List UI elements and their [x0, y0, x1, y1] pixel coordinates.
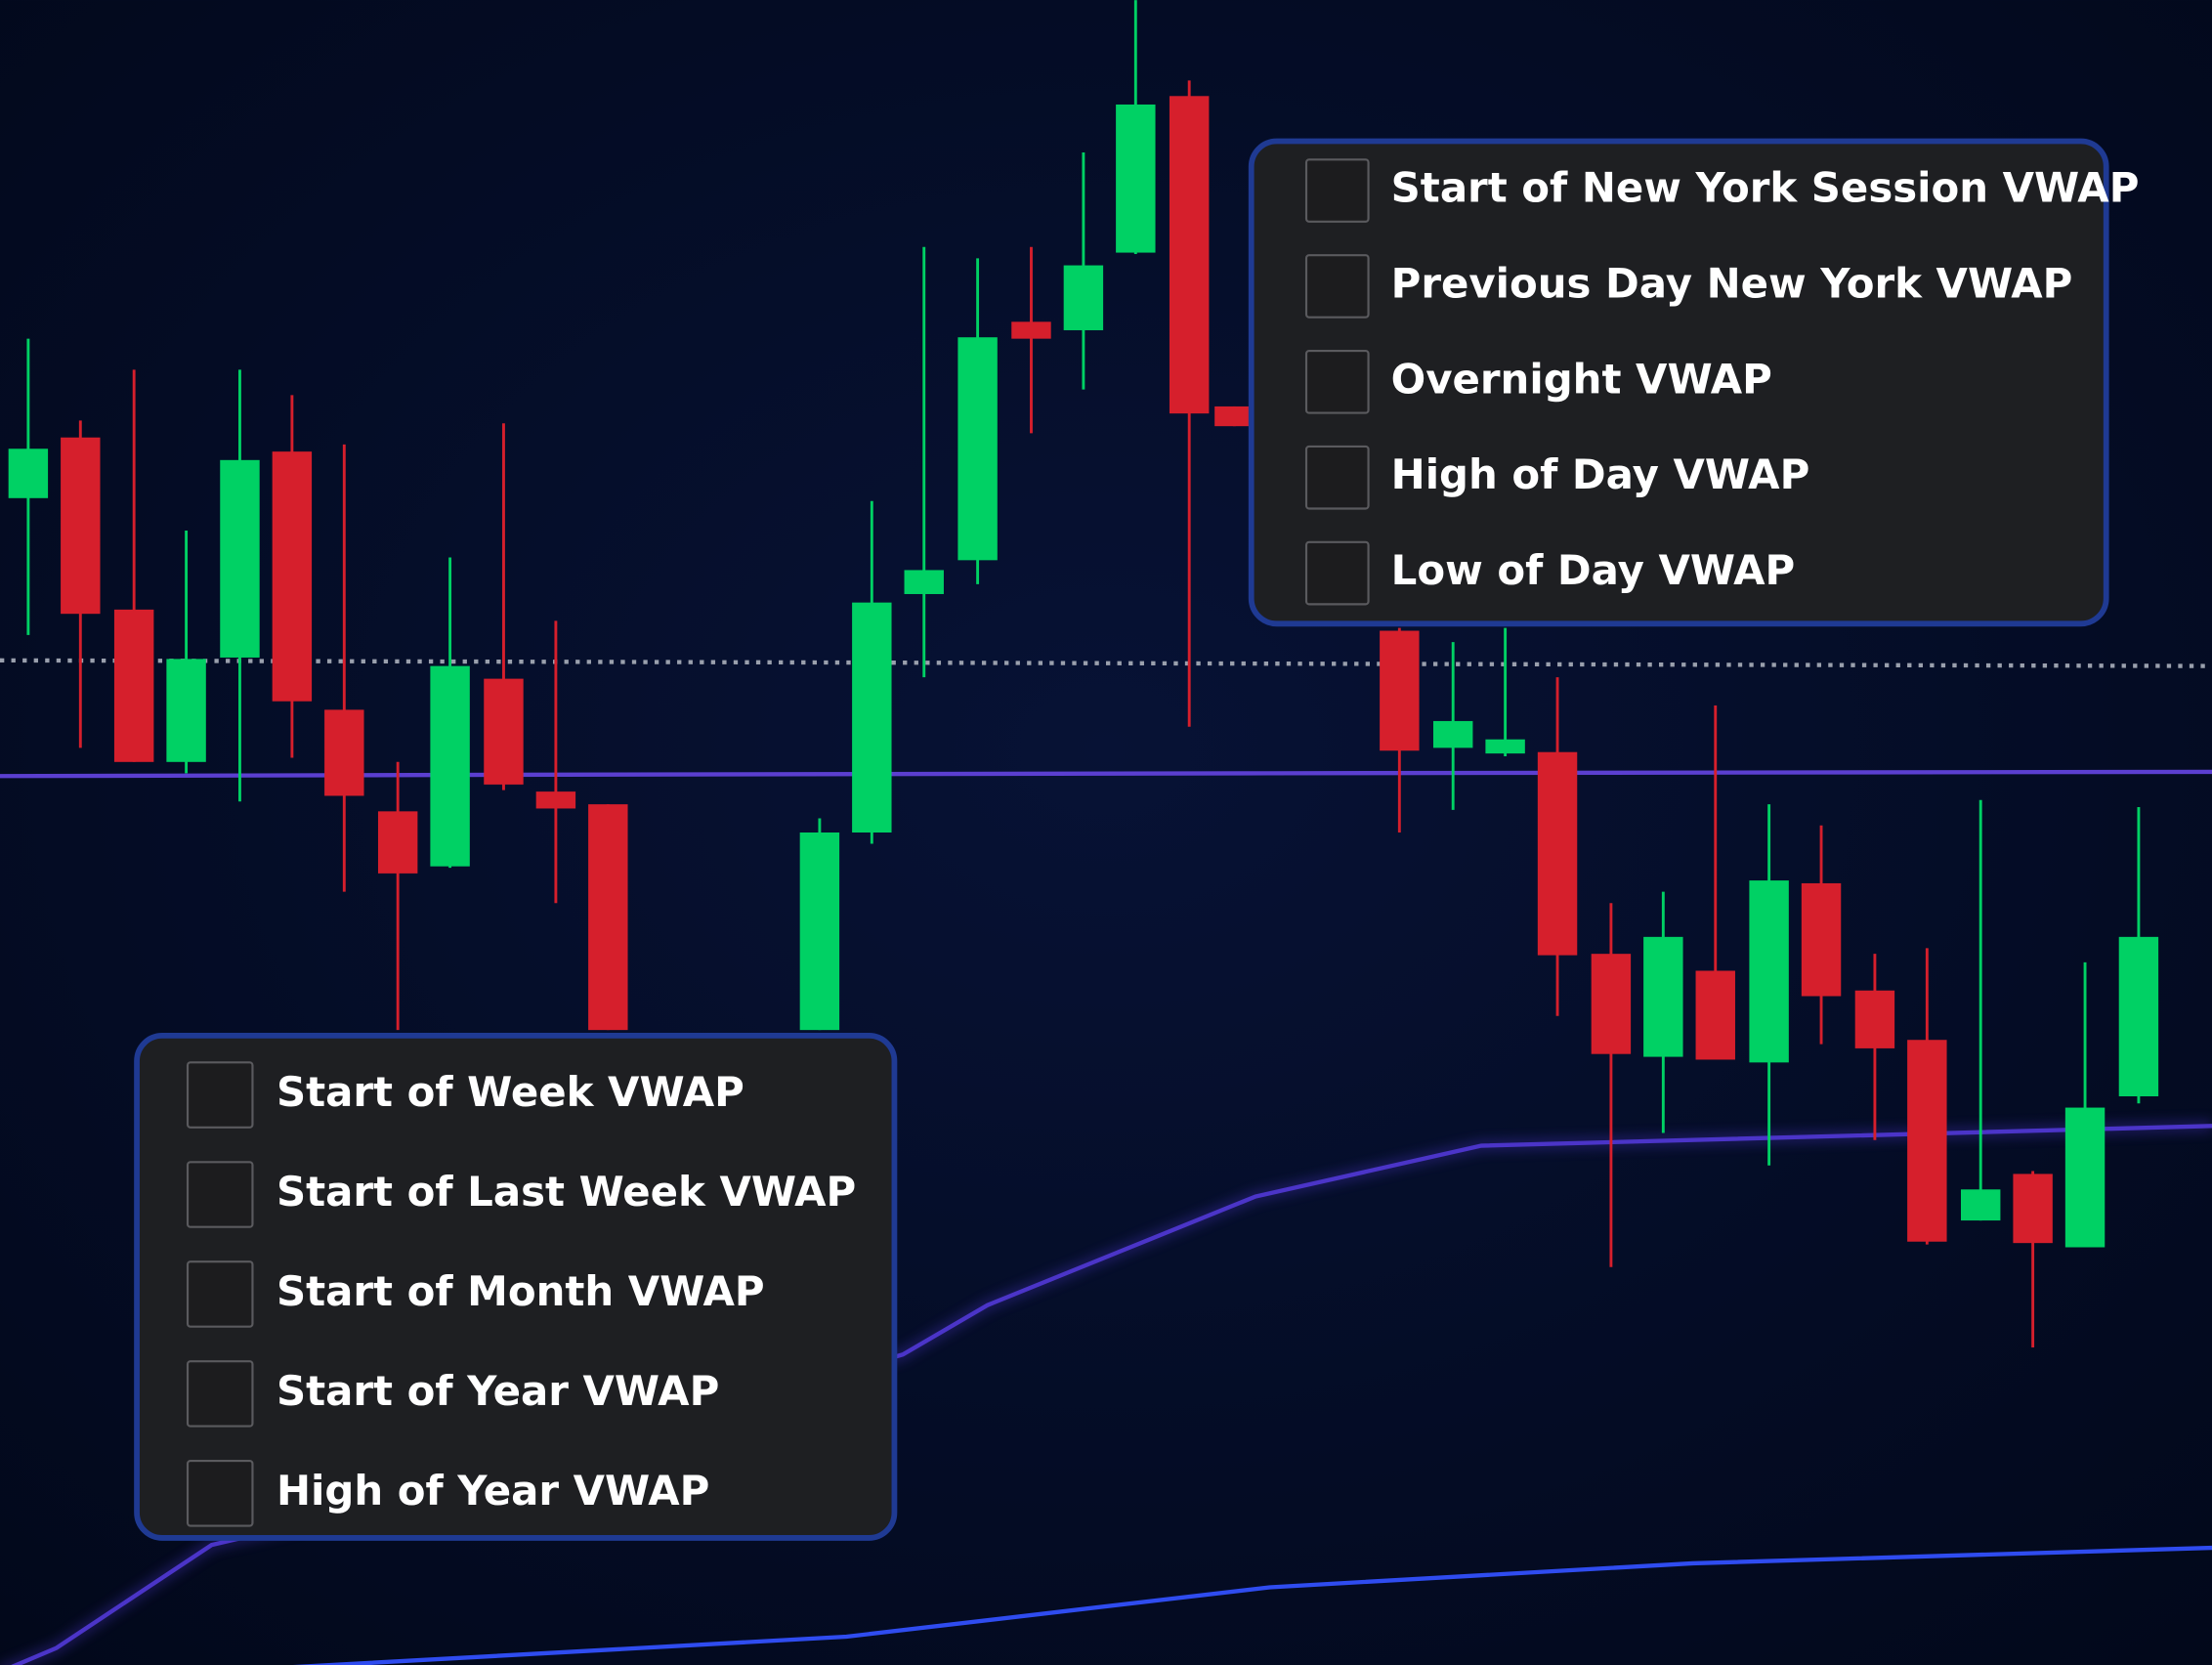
option-label[interactable]: High of Year VWAP	[276, 1467, 709, 1515]
checkbox[interactable]	[186, 1161, 254, 1228]
checkbox[interactable]	[186, 1061, 254, 1129]
checkbox[interactable]	[1304, 158, 1370, 223]
candle-body	[1801, 882, 1842, 997]
candle-body	[377, 811, 418, 874]
candle-body	[1854, 990, 1895, 1048]
candle-body	[272, 451, 313, 702]
candle-body	[904, 570, 944, 594]
checkbox[interactable]	[1304, 540, 1370, 606]
candle-body	[1169, 96, 1210, 414]
candles	[8, 0, 2159, 1348]
candle-body	[324, 709, 364, 796]
candle-body	[430, 665, 470, 867]
candle-body	[1011, 321, 1051, 339]
checkbox[interactable]	[1304, 445, 1370, 510]
option-label[interactable]: Start of Month VWAP	[276, 1267, 765, 1315]
period-panel: Start of Week VWAP Start of Last Week VWA…	[134, 1033, 898, 1541]
candle-body	[1749, 880, 1789, 1063]
session-panel: Start of New York Session VWAP Previous D…	[1248, 138, 2140, 627]
candle-body	[166, 659, 206, 762]
option-label[interactable]: High of Day VWAP	[1391, 450, 1810, 498]
candle-body	[8, 448, 49, 498]
checkbox[interactable]	[186, 1360, 254, 1428]
candle-body	[535, 791, 576, 809]
candle-body	[2064, 1107, 2106, 1248]
option-label[interactable]: Overnight VWAP	[1391, 355, 1772, 403]
option-label[interactable]: Start of Last Week VWAP	[276, 1168, 856, 1216]
candle-body	[61, 437, 101, 615]
candle-body	[1591, 954, 1632, 1054]
candle-body	[1643, 936, 1683, 1057]
checkbox[interactable]	[186, 1260, 254, 1328]
candle-body	[1063, 265, 1104, 330]
candle-body	[1432, 720, 1473, 748]
candle-body	[220, 459, 260, 658]
candle-body	[1907, 1040, 1947, 1242]
candle-body	[1960, 1189, 2001, 1221]
candle-body	[113, 609, 154, 762]
candle-body	[1380, 630, 1420, 751]
checkbox[interactable]	[186, 1460, 254, 1527]
candle-body	[588, 804, 628, 1031]
option-label[interactable]: Previous Day New York VWAP	[1391, 259, 2073, 307]
vwap-lower	[292, 1545, 2212, 1665]
option-label[interactable]: Start of Year VWAP	[276, 1367, 719, 1415]
candle-body	[1116, 104, 1156, 253]
candle-body	[799, 832, 840, 1031]
candle-body	[484, 678, 524, 785]
candle-body	[957, 337, 998, 561]
panel	[134, 1033, 898, 1541]
option-label[interactable]: Start of New York Session VWAP	[1391, 164, 2140, 212]
dotted-level	[0, 658, 2212, 668]
option-label[interactable]: Start of Week VWAP	[276, 1068, 744, 1116]
candle-body	[1485, 739, 1525, 754]
checkbox[interactable]	[1304, 254, 1370, 319]
vwap-line	[0, 769, 2212, 779]
candle-body	[852, 602, 892, 832]
checkbox[interactable]	[1304, 349, 1370, 414]
candle-body	[2013, 1174, 2053, 1244]
candle-body	[1695, 970, 1735, 1060]
candle-body	[1214, 406, 1255, 427]
panel	[1248, 138, 2109, 627]
option-label[interactable]: Low of Day VWAP	[1391, 546, 1796, 594]
candle-body	[1537, 751, 1578, 956]
candle-body	[2118, 936, 2159, 1097]
vwap-glow	[1, 1120, 2212, 1665]
